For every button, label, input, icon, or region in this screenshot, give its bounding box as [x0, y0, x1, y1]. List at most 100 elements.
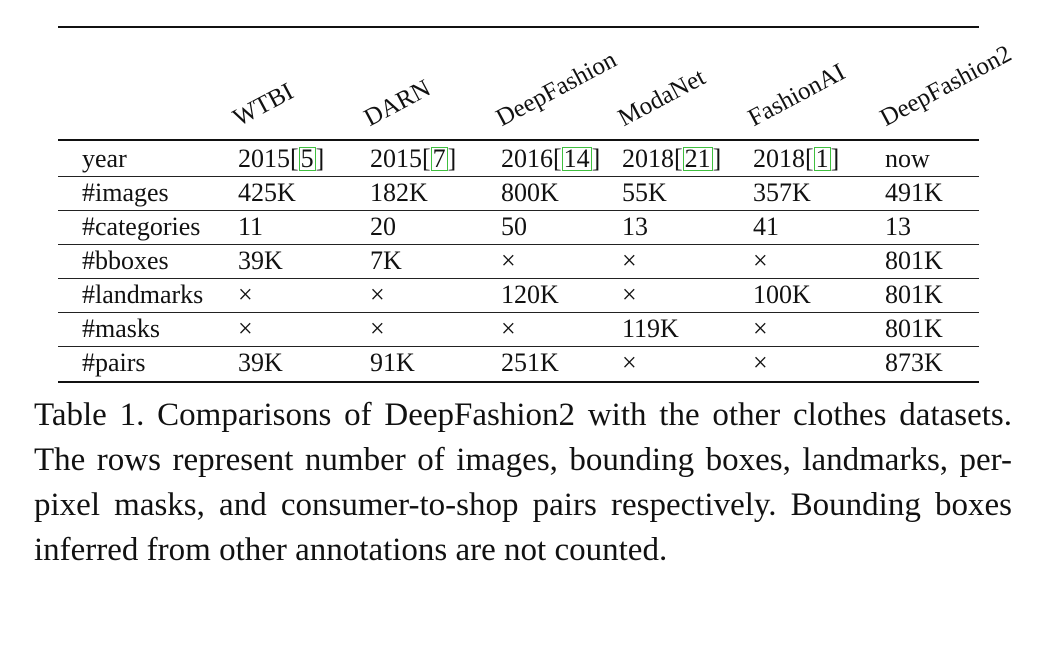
table-cell: 91K — [370, 350, 415, 376]
cell-value: 801K — [885, 314, 943, 343]
table-cell: 491K — [885, 180, 943, 206]
row-divider — [58, 346, 979, 347]
cell-value: 873K — [885, 348, 943, 377]
table-cell: 801K — [885, 282, 943, 308]
table-cell: 2018[1] — [753, 144, 840, 173]
cell-value: 182K — [370, 178, 428, 207]
cell-value: 2016 — [501, 144, 553, 173]
cell-value: 20 — [370, 212, 396, 241]
table-cell: 425K — [238, 180, 296, 206]
column-header-deepfashion: DeepFashion — [491, 46, 621, 132]
table-cell: 20 — [370, 214, 396, 240]
table-cell: 119K — [622, 316, 679, 342]
row-divider — [58, 210, 979, 211]
table-cell: 2015[7] — [370, 144, 457, 173]
table-cell: 251K — [501, 350, 559, 376]
citation-link[interactable]: 21 — [682, 144, 713, 173]
row-label: #categories — [82, 212, 201, 241]
row-divider — [58, 244, 979, 245]
column-header-wtbi: WTBI — [228, 78, 298, 132]
cell-value: 41 — [753, 212, 779, 241]
row-label: year — [82, 144, 127, 173]
table-cell: 801K — [885, 248, 943, 274]
cell-value: 2018 — [622, 144, 674, 173]
cell-value: 55K — [622, 178, 667, 207]
table-cell: × — [753, 316, 768, 342]
cell-value: 100K — [753, 280, 811, 309]
table-cell: 120K — [501, 282, 559, 308]
cell-value: 120K — [501, 280, 559, 309]
table-cell: 2016[14] — [501, 144, 601, 173]
table-cell: 2018[21] — [622, 144, 722, 173]
citation-link[interactable]: 5 — [298, 144, 316, 173]
row-divider — [58, 278, 979, 279]
cell-value: 2018 — [753, 144, 805, 173]
cell-value: 119K — [622, 314, 679, 343]
cell-value: × — [501, 246, 516, 275]
cell-value: × — [622, 280, 637, 309]
row-divider — [58, 312, 979, 313]
table-cell: × — [622, 282, 637, 308]
cell-value: 13 — [885, 212, 911, 241]
table-cell: 800K — [501, 180, 559, 206]
table-cell: × — [238, 282, 253, 308]
cell-value: × — [753, 348, 768, 377]
cell-value: 2015 — [370, 144, 422, 173]
row-label: #pairs — [82, 348, 146, 377]
row-label: #bboxes — [82, 246, 169, 275]
table-cell: 41 — [753, 214, 779, 240]
table-cell: 100K — [753, 282, 811, 308]
row-divider — [58, 176, 979, 177]
cell-value: × — [753, 314, 768, 343]
table-cell: 39K — [238, 248, 283, 274]
cell-value: 251K — [501, 348, 559, 377]
cell-value: × — [238, 280, 253, 309]
table-top-rule — [58, 26, 979, 28]
table-cell: 357K — [753, 180, 811, 206]
cell-value: 357K — [753, 178, 811, 207]
table-cell: 55K — [622, 180, 667, 206]
cell-value: 39K — [238, 246, 283, 275]
cell-value: 39K — [238, 348, 283, 377]
column-header-deepfashion2: DeepFashion2 — [875, 40, 1016, 132]
cell-value: 801K — [885, 280, 943, 309]
column-header-modanet: ModaNet — [613, 63, 710, 132]
citation-link[interactable]: 14 — [561, 144, 592, 173]
table-cell: × — [370, 282, 385, 308]
row-label: #masks — [82, 314, 160, 343]
table-cell: × — [370, 316, 385, 342]
cell-value: 13 — [622, 212, 648, 241]
table-bottom-rule — [58, 381, 979, 383]
table-cell: × — [501, 316, 516, 342]
table-cell: 39K — [238, 350, 283, 376]
table-caption: Table 1. Comparisons of DeepFashion2 wit… — [34, 397, 1012, 568]
table-cell: 13 — [622, 214, 648, 240]
table-header-rule — [58, 139, 979, 141]
row-label: #landmarks — [82, 280, 204, 309]
table-cell: 182K — [370, 180, 428, 206]
table-cell: 801K — [885, 316, 943, 342]
cell-value: × — [238, 314, 253, 343]
table-cell: 11 — [238, 214, 263, 240]
column-header-fashionai: FashionAI — [743, 58, 850, 132]
cell-value: 425K — [238, 178, 296, 207]
table-cell: now — [885, 146, 930, 172]
cell-value: 801K — [885, 246, 943, 275]
row-label: #images — [82, 178, 169, 207]
column-header-darn: DARN — [359, 74, 436, 132]
cell-value: × — [622, 246, 637, 275]
cell-value: 800K — [501, 178, 559, 207]
cell-value: 7K — [370, 246, 402, 275]
table-cell: 2015[5] — [238, 144, 325, 173]
cell-value: 50 — [501, 212, 527, 241]
table-cell: × — [622, 350, 637, 376]
cell-value: 2015 — [238, 144, 290, 173]
table-cell: × — [753, 350, 768, 376]
citation-link[interactable]: 7 — [430, 144, 448, 173]
table-cell: × — [238, 316, 253, 342]
table-cell: × — [753, 248, 768, 274]
cell-value: × — [501, 314, 516, 343]
cell-value: × — [622, 348, 637, 377]
citation-link[interactable]: 1 — [813, 144, 831, 173]
cell-value: 491K — [885, 178, 943, 207]
